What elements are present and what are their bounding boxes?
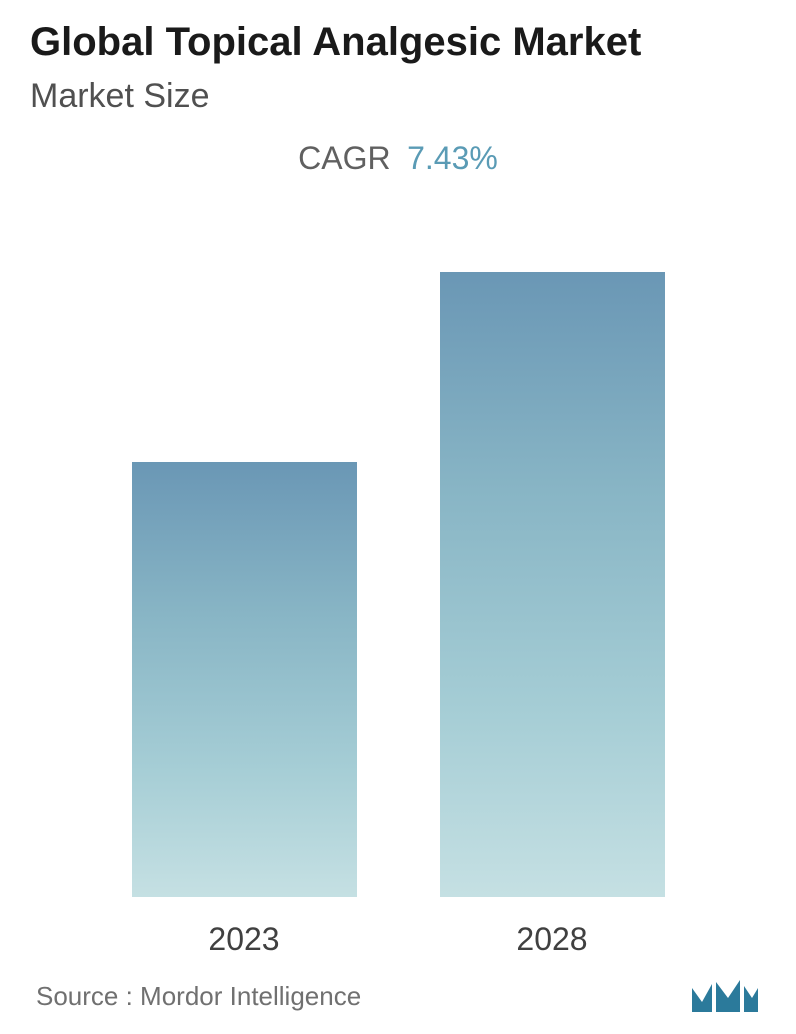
bar-label-1: 2028	[516, 921, 587, 958]
source-text: Source : Mordor Intelligence	[36, 981, 361, 1012]
bar-0	[132, 462, 357, 897]
bar-group-1: 2028	[440, 272, 665, 958]
chart-subtitle: Market Size	[30, 77, 766, 116]
bar-group-0: 2023	[132, 462, 357, 958]
cagr-value: 7.43%	[407, 140, 498, 176]
chart-container: Global Topical Analgesic Market Market S…	[0, 0, 796, 1034]
cagr-row: CAGR 7.43%	[30, 140, 766, 177]
footer: Source : Mordor Intelligence	[30, 978, 766, 1014]
mordor-logo-icon	[690, 978, 760, 1014]
bar-label-0: 2023	[208, 921, 279, 958]
chart-title: Global Topical Analgesic Market	[30, 20, 766, 65]
cagr-label: CAGR	[298, 140, 390, 176]
chart-area: 2023 2028	[30, 217, 766, 958]
bar-1	[440, 272, 665, 897]
